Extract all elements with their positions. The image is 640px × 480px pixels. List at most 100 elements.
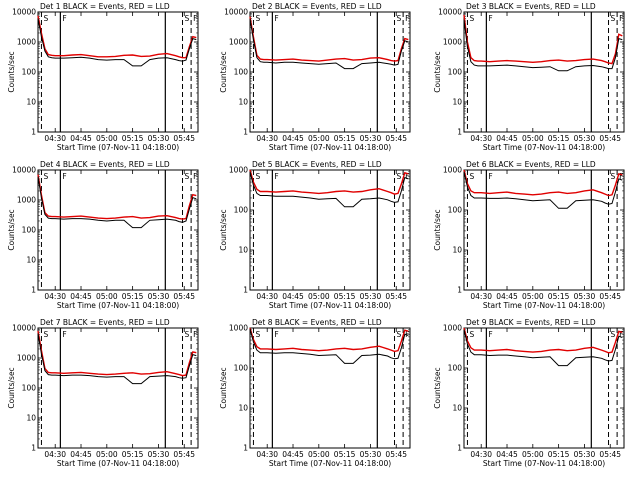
panel-det-7: Det 7 BLACK = Events, RED = LLD 1 10 100 100… <box>7 318 199 468</box>
y-tick-label: 10 <box>452 246 462 255</box>
x-tick-label: 04:30 <box>470 292 492 301</box>
x-tick-label: 05:15 <box>122 134 144 143</box>
lld-series-line <box>249 169 409 195</box>
plot-frame <box>249 169 411 291</box>
plot-frame <box>37 327 199 449</box>
lld-series-line <box>463 169 623 197</box>
plot-frame <box>249 11 411 133</box>
lld-series-line <box>249 327 409 353</box>
events-series-line <box>463 171 623 209</box>
time-marker-label: S <box>255 172 260 181</box>
panel-det-9: Det 9 BLACK = Events, RED = LLD 1 10 100 100… <box>433 318 625 468</box>
plot-frame <box>37 169 199 291</box>
panel-det-3: Det 3 BLACK = Events, RED = LLD 1 10 100 100… <box>433 2 625 152</box>
y-tick-label: 1 <box>457 128 462 137</box>
y-tick-label: 1000 <box>229 324 248 333</box>
y-tick-label: 100 <box>234 206 249 215</box>
events-series-line <box>463 329 623 367</box>
y-tick-label: 1000 <box>229 166 248 175</box>
x-tick-label: 05:15 <box>548 134 570 143</box>
y-tick-label: 100 <box>234 68 249 77</box>
x-tick-label: 05:15 <box>548 292 570 301</box>
lld-series-line <box>37 15 197 59</box>
x-tick-label: 04:30 <box>470 134 492 143</box>
events-series-line <box>249 328 409 364</box>
panel-det-2: Det 2 BLACK = Events, RED = LLD 1 10 100 100… <box>219 2 411 152</box>
y-tick-label: 1 <box>457 444 462 453</box>
plot-frame <box>37 11 199 133</box>
y-tick-label: 1000 <box>17 196 36 205</box>
y-axis-label: Counts/sec <box>7 367 16 408</box>
y-axis-label: Counts/sec <box>433 209 442 250</box>
x-tick-label: 05:45 <box>385 134 407 143</box>
x-tick-label: 05:00 <box>308 134 330 143</box>
x-axis-label: Start Time (07-Nov-11 04:18:00) <box>269 301 391 310</box>
y-tick-label: 1 <box>243 444 248 453</box>
x-tick-label: 05:00 <box>96 134 118 143</box>
events-series-line <box>249 171 409 208</box>
time-marker-label: S <box>469 172 474 181</box>
y-tick-label: 100 <box>22 68 37 77</box>
x-tick-label: 05:45 <box>173 134 195 143</box>
x-tick-label: 05:45 <box>173 292 195 301</box>
time-marker-label: S <box>397 14 402 23</box>
y-tick-label: 10000 <box>12 166 36 175</box>
lld-series-line <box>463 327 623 354</box>
y-tick-label: 1 <box>31 444 36 453</box>
x-tick-label: 05:15 <box>122 292 144 301</box>
x-tick-label: 04:45 <box>282 292 304 301</box>
x-tick-label: 05:30 <box>360 134 382 143</box>
lld-series-line <box>249 16 409 62</box>
x-tick-label: 05:00 <box>308 450 330 459</box>
y-axis-label: Counts/sec <box>219 209 228 250</box>
time-marker-label: F <box>274 330 278 339</box>
x-tick-label: 04:45 <box>70 134 92 143</box>
x-tick-label: 05:30 <box>360 450 382 459</box>
x-axis-label: Start Time (07-Nov-11 04:18:00) <box>269 459 391 468</box>
plot-frame <box>463 327 625 449</box>
y-tick-label: 1000 <box>229 38 248 47</box>
x-axis-label: Start Time (07-Nov-11 04:18:00) <box>483 459 605 468</box>
y-tick-label: 10 <box>26 414 36 423</box>
plot-frame <box>463 11 625 133</box>
time-marker-label: S <box>185 330 190 339</box>
y-tick-label: 100 <box>234 364 249 373</box>
x-tick-label: 04:45 <box>496 450 518 459</box>
x-tick-label: 05:15 <box>334 134 356 143</box>
x-tick-label: 05:30 <box>574 450 596 459</box>
x-tick-label: 05:45 <box>173 450 195 459</box>
x-tick-label: 05:30 <box>148 450 170 459</box>
x-tick-label: 04:30 <box>256 292 278 301</box>
x-axis-label: Start Time (07-Nov-11 04:18:00) <box>483 301 605 310</box>
panel-title: Det 1 BLACK = Events, RED = LLD <box>40 2 170 11</box>
y-tick-label: 1000 <box>443 324 462 333</box>
y-tick-label: 100 <box>448 206 463 215</box>
panel-det-5: Det 5 BLACK = Events, RED = LLD 1 10 100 100… <box>219 160 411 310</box>
y-tick-label: 10 <box>238 246 248 255</box>
y-tick-label: 10 <box>26 256 36 265</box>
x-tick-label: 05:15 <box>334 450 356 459</box>
x-tick-label: 05:15 <box>548 450 570 459</box>
x-tick-label: 05:00 <box>308 292 330 301</box>
x-tick-label: 05:30 <box>574 292 596 301</box>
time-marker-label: S <box>43 14 48 23</box>
panel-title: Det 5 BLACK = Events, RED = LLD <box>252 160 382 169</box>
y-tick-label: 10 <box>238 404 248 413</box>
y-tick-label: 10 <box>26 98 36 107</box>
y-tick-label: 100 <box>448 364 463 373</box>
y-tick-label: 1000 <box>17 38 36 47</box>
x-axis-label: Start Time (07-Nov-11 04:18:00) <box>57 143 179 152</box>
time-marker-label: F <box>405 14 409 23</box>
x-tick-label: 05:00 <box>96 292 118 301</box>
x-tick-label: 05:00 <box>96 450 118 459</box>
panel-title: Det 7 BLACK = Events, RED = LLD <box>40 318 170 327</box>
y-tick-label: 10000 <box>224 8 248 17</box>
time-marker-label: S <box>255 14 260 23</box>
y-axis-label: Counts/sec <box>7 51 16 92</box>
plot-frame <box>249 327 411 449</box>
time-marker-label: F <box>405 330 409 339</box>
y-tick-label: 10 <box>238 98 248 107</box>
y-axis-label: Counts/sec <box>433 367 442 408</box>
x-tick-label: 04:30 <box>470 450 492 459</box>
y-tick-label: 1 <box>243 128 248 137</box>
